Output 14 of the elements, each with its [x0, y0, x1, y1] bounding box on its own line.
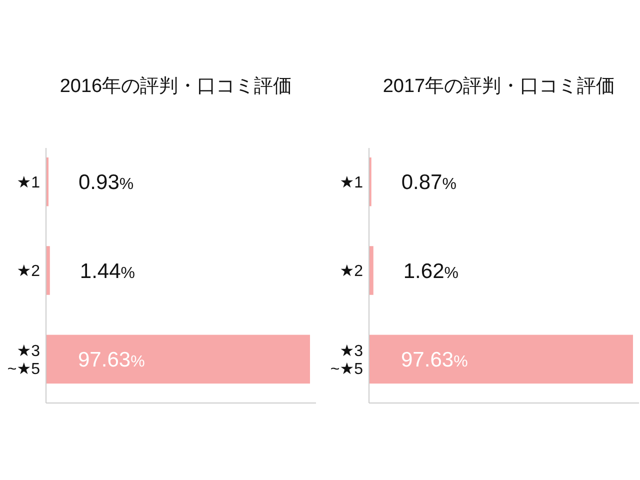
y-tick-label: ★3 ~★5 [7, 342, 40, 378]
y-tick-label: ★1 [16, 174, 40, 192]
data-label: 1.62% [403, 260, 458, 283]
y-tick-label: ★1 [340, 174, 364, 192]
chart-title: 2016年の評判・口コミ評価 [60, 76, 292, 97]
y-tick-label: ★2 [340, 263, 364, 280]
y-tick-label: ★2 [16, 263, 40, 280]
data-label: 1.44% [80, 260, 136, 283]
data-label: 0.93% [78, 171, 134, 194]
data-label: 97.63% [78, 348, 145, 372]
chart-title: 2017年の評判・口コミ評価 [382, 76, 616, 97]
data-label: 0.87% [401, 171, 456, 194]
data-label: 97.63% [401, 348, 468, 372]
y-tick-label: ★3 ~★5 [330, 342, 364, 378]
